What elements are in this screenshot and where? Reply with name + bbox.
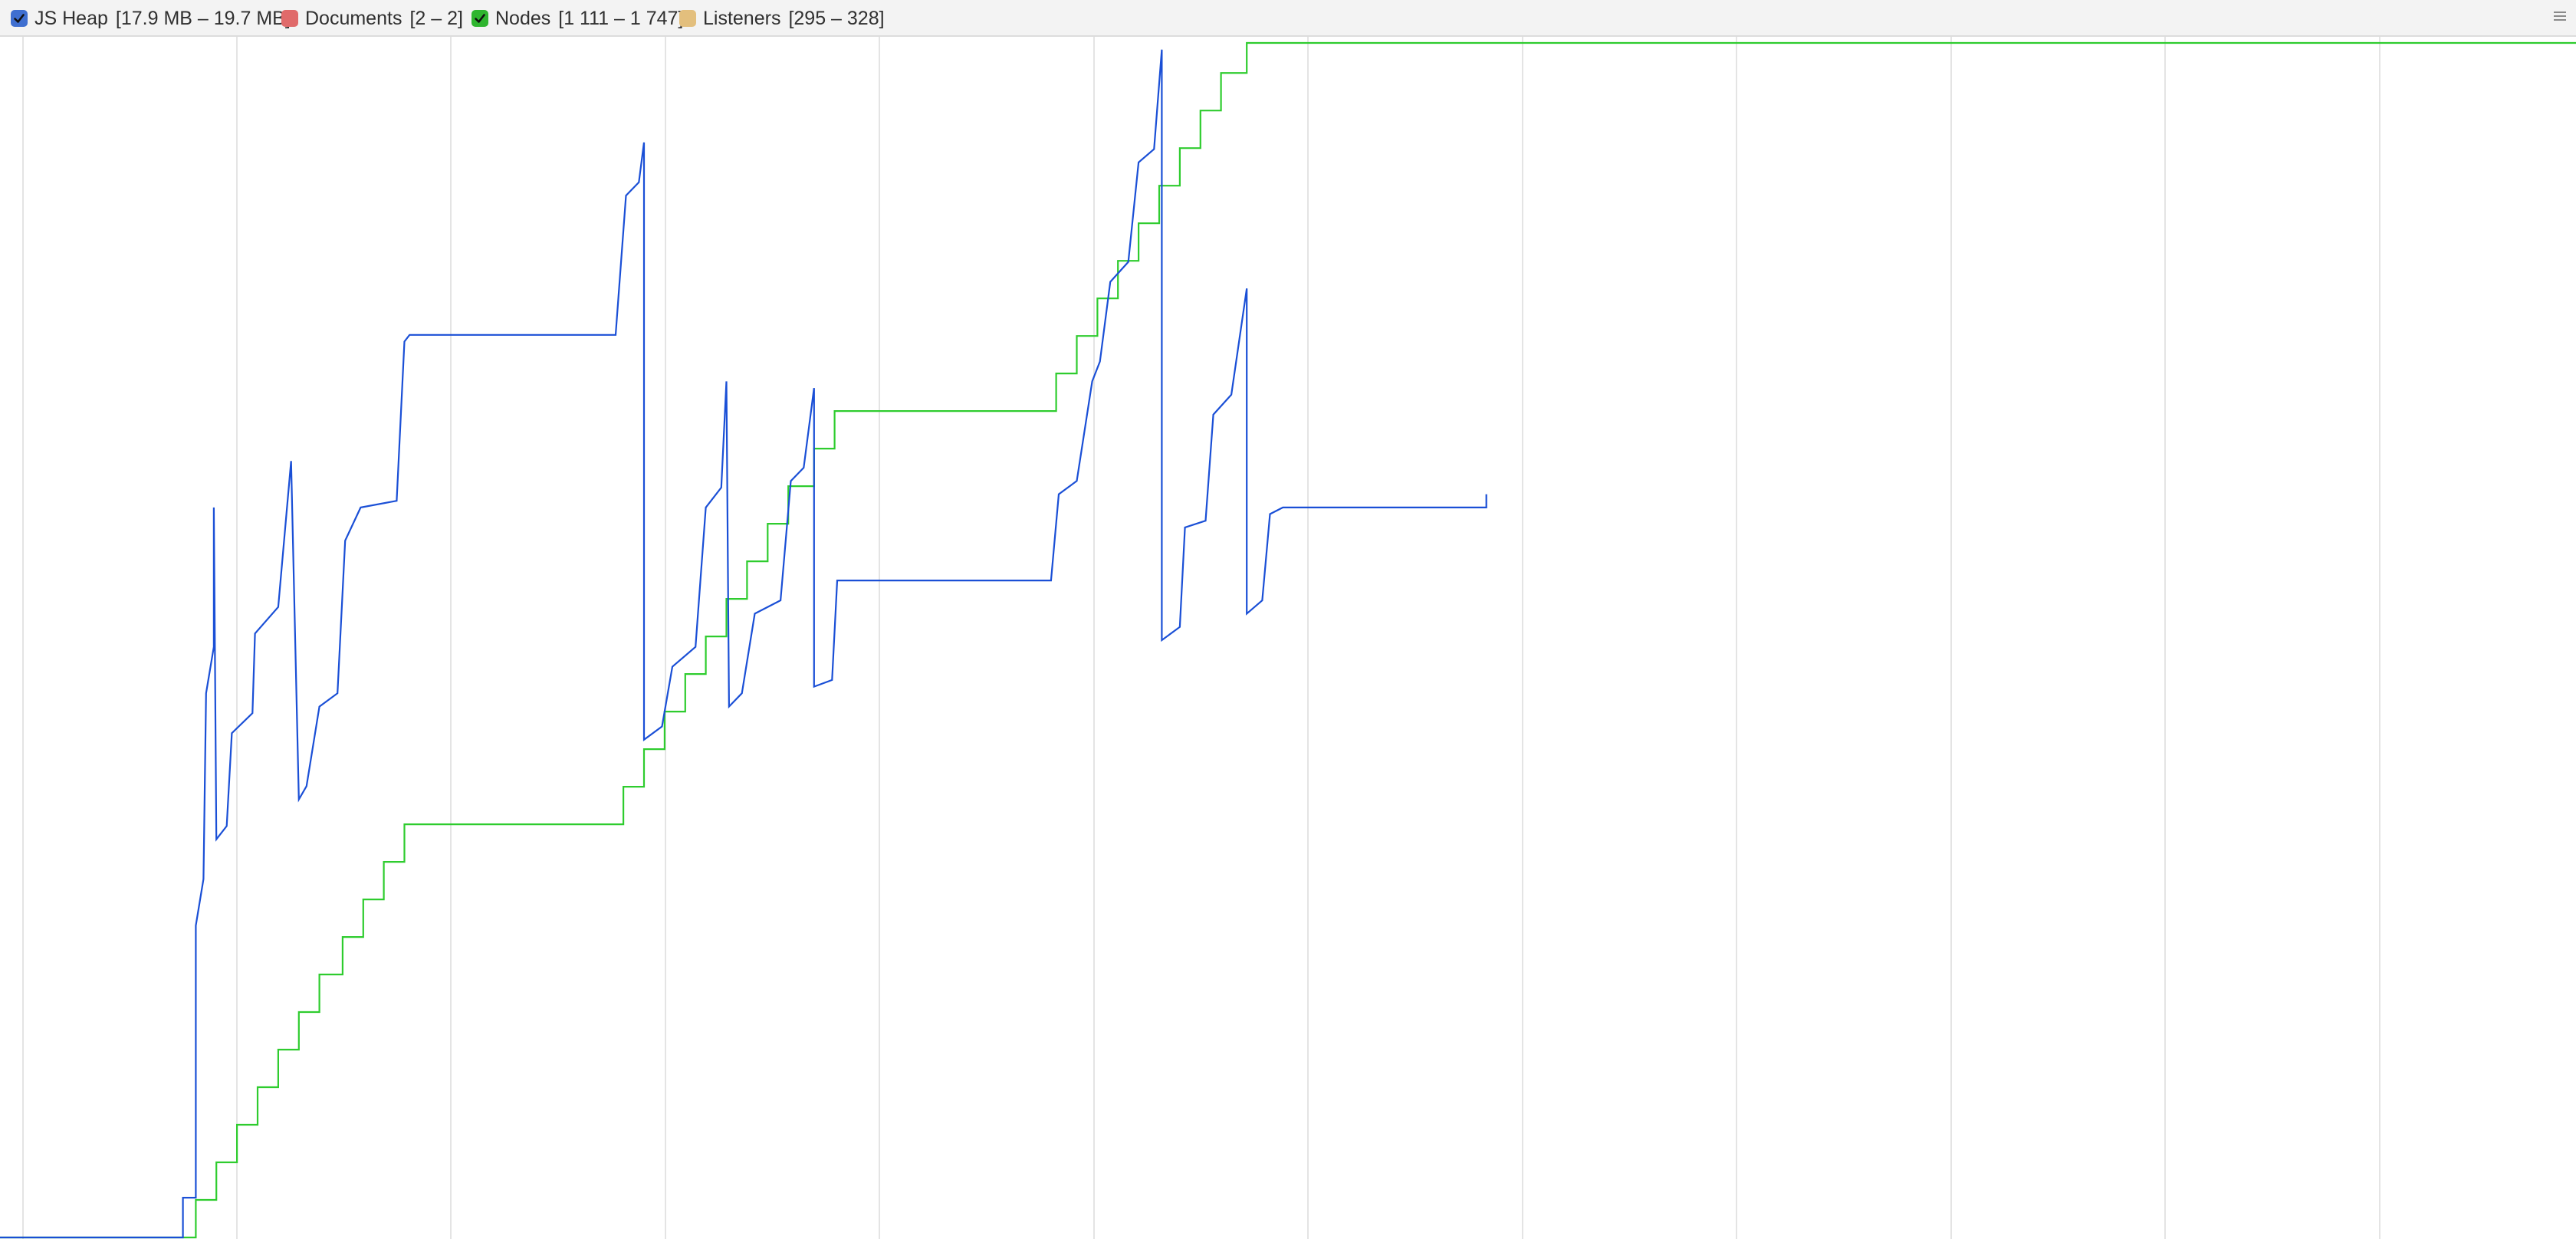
legend-item-js-heap[interactable]: JS Heap [17.9 MB – 19.7 MB] xyxy=(11,0,291,37)
series-line-js-heap xyxy=(0,49,1487,1239)
listeners-label: Listeners xyxy=(703,7,781,29)
legend-item-documents[interactable]: Documents [2 – 2] xyxy=(281,0,463,37)
nodes-checkbox[interactable] xyxy=(472,10,488,27)
js-heap-checkbox[interactable] xyxy=(11,10,28,27)
listeners-range: [295 – 328] xyxy=(788,7,885,29)
documents-range: [2 – 2] xyxy=(409,7,463,29)
js-heap-range: [17.9 MB – 19.7 MB] xyxy=(115,7,291,29)
nodes-label: Nodes xyxy=(495,7,551,29)
series-line-nodes xyxy=(0,41,2576,1239)
memory-chart xyxy=(0,37,2576,1239)
hamburger-menu-icon[interactable] xyxy=(2551,8,2568,25)
legend-item-nodes[interactable]: Nodes [1 111 – 1 747] xyxy=(472,0,683,37)
checkmark-icon xyxy=(14,14,25,23)
checkmark-icon xyxy=(475,14,485,23)
documents-checkbox[interactable] xyxy=(281,10,298,27)
nodes-range: [1 111 – 1 747] xyxy=(558,7,684,29)
legend-item-listeners[interactable]: Listeners [295 – 328] xyxy=(679,0,885,37)
chart-plot-area[interactable] xyxy=(0,37,2576,1239)
legend-bar: JS Heap [17.9 MB – 19.7 MB] Documents [2… xyxy=(0,0,2576,37)
listeners-checkbox[interactable] xyxy=(679,10,696,27)
js-heap-label: JS Heap xyxy=(34,7,108,29)
documents-label: Documents xyxy=(305,7,402,29)
